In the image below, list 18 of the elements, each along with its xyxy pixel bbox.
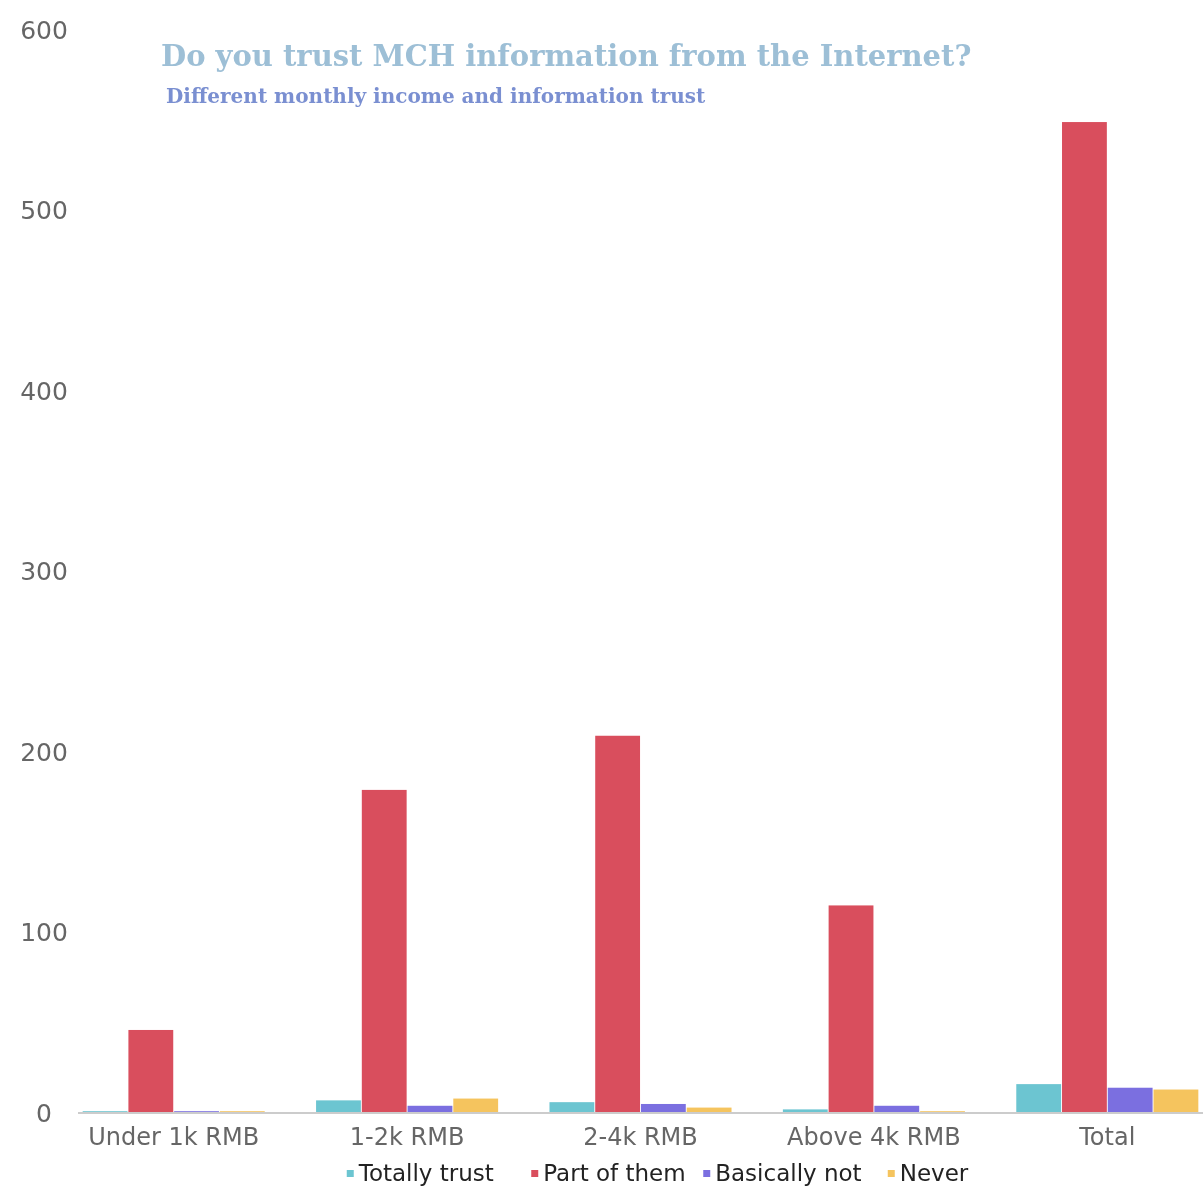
x-tick-label: 1-2k RMB — [349, 1123, 465, 1151]
y-tick-label: 200 — [20, 737, 68, 767]
text: Different monthly income and information trust — [166, 84, 707, 108]
x-tick-label: Total — [1078, 1123, 1136, 1151]
chart-title: Do you trust MCH information from the Internet? — [161, 39, 972, 73]
x-tick-label: Under 1k RMB — [88, 1123, 260, 1151]
legend-label: Basically not — [715, 1160, 862, 1186]
legend-label: Part of them — [543, 1160, 686, 1186]
x-tick-label: 2-4k RMB — [583, 1123, 698, 1151]
y-tick-label: 300 — [20, 557, 68, 587]
y-tick-label: 100 — [20, 918, 68, 948]
y-tick-label: 0 — [36, 1098, 52, 1128]
y-tick-label: 500 — [20, 196, 68, 226]
y-tick-label: 400 — [20, 376, 68, 406]
legend-label: Never — [899, 1160, 969, 1186]
y-tick-label: 600 — [20, 15, 68, 45]
x-tick-label: Above 4k RMB — [787, 1123, 961, 1151]
legend-label: Totally trust — [357, 1160, 494, 1186]
